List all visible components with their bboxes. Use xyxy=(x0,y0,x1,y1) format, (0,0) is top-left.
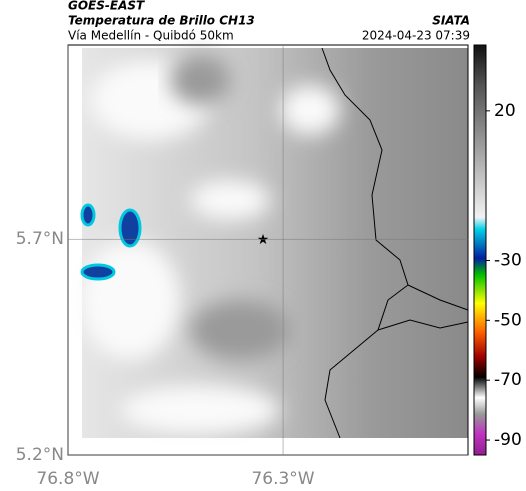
subtitle: Temperatura de Brillo CH13 xyxy=(68,14,255,28)
colorbar-tick-label: 20 xyxy=(494,101,516,121)
title: GOES-EAST xyxy=(68,0,145,13)
datetime: 2024-04-23 07:39 xyxy=(362,29,470,43)
colorbar-tick-label: -70 xyxy=(494,370,522,390)
colorbar xyxy=(473,44,487,456)
satellite-image xyxy=(80,47,469,439)
y-tick-label: 5.2°N xyxy=(16,445,64,465)
colorbar-tick-label: -30 xyxy=(494,250,522,270)
x-tick-label: 76.8°W xyxy=(36,469,99,489)
colorbar-tick-label: -50 xyxy=(494,310,522,330)
source: SIATA xyxy=(432,14,470,28)
colorbar-tick-label: -90 xyxy=(494,430,522,450)
location-star: ★ xyxy=(257,232,270,248)
x-tick-label: 76.3°W xyxy=(251,469,314,489)
route: Vía Medellín - Quibdó 50km xyxy=(68,29,234,43)
y-tick-label: 5.7°N xyxy=(16,229,64,249)
